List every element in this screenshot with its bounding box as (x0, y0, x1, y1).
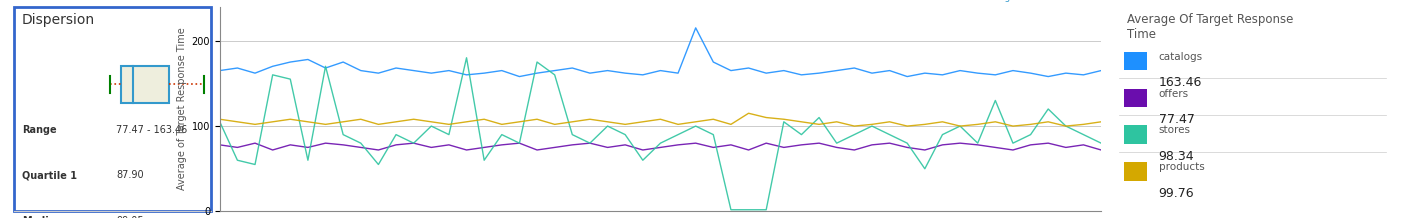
Text: offers: offers (1158, 89, 1189, 99)
Text: 99.76: 99.76 (1158, 187, 1195, 200)
Y-axis label: Average of Target Response Time: Average of Target Response Time (178, 28, 187, 190)
Text: 99.05: 99.05 (117, 216, 144, 218)
Text: Median: Median (23, 216, 62, 218)
Text: 77.47 - 163.46: 77.47 - 163.46 (117, 125, 187, 135)
Text: Quartile 1: Quartile 1 (23, 170, 77, 181)
Text: catalogs: catalogs (1158, 52, 1203, 62)
Text: 163.46: 163.46 (1158, 76, 1202, 89)
Text: Dispersion: Dispersion (23, 13, 94, 27)
Bar (1124, 52, 1147, 70)
Text: products: products (1158, 162, 1205, 172)
Text: Range: Range (23, 125, 56, 135)
Text: 98.34: 98.34 (1158, 150, 1195, 163)
Text: 87.90: 87.90 (117, 170, 144, 181)
Text: Average Of Target Response
Time: Average Of Target Response Time (1127, 13, 1293, 41)
Bar (1124, 162, 1147, 181)
Text: 77.47: 77.47 (1158, 113, 1195, 126)
Bar (121, 66, 169, 103)
Text: stores: stores (1158, 125, 1191, 135)
Text: Click and drag in chart to zoom in.: Click and drag in chart to zoom in. (944, 0, 1100, 2)
Bar (1124, 89, 1147, 107)
Bar (1124, 125, 1147, 144)
